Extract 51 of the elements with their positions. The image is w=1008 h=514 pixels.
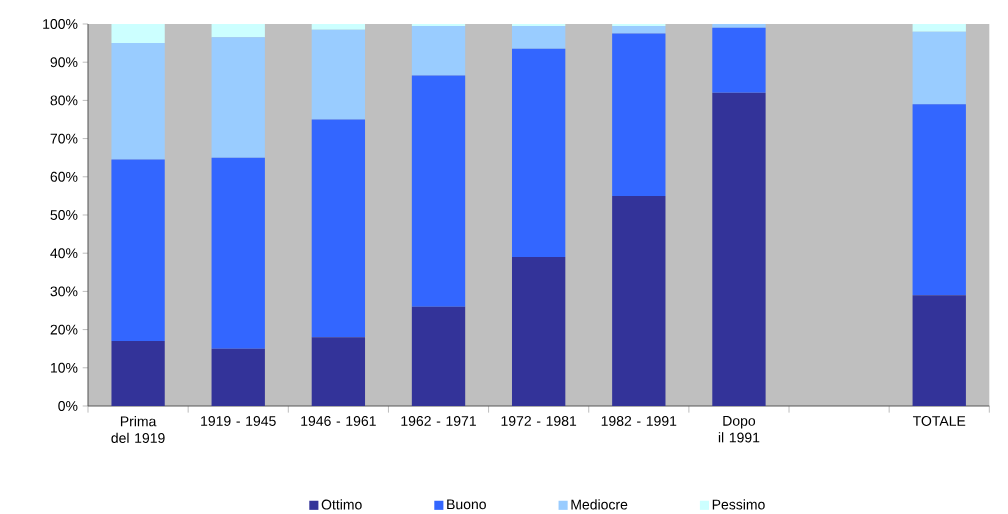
y-tick-label: 10% — [51, 362, 78, 373]
bar — [712, 92, 766, 406]
bar — [111, 24, 165, 44]
bar — [311, 29, 366, 120]
bar — [612, 195, 666, 406]
bar — [912, 24, 966, 32]
x-tick-label: 1962 - 1971 — [401, 416, 476, 426]
bar — [411, 25, 466, 76]
bar — [511, 25, 566, 49]
y-tick-label: 80% — [50, 95, 78, 106]
y-tick-label: 70% — [50, 133, 78, 144]
bar — [211, 37, 265, 158]
bar — [311, 24, 366, 30]
x-tick-label: 1982 - 1991 — [601, 416, 677, 426]
y-tick-label: 60% — [50, 171, 78, 182]
bar — [612, 33, 666, 196]
x-tick-label: TOTALE — [912, 416, 966, 426]
bar — [211, 157, 265, 349]
bar — [712, 27, 766, 93]
y-tick-label: 100% — [43, 19, 78, 29]
x-tick-label: 1919 - 1945 — [201, 416, 276, 426]
bar — [111, 341, 165, 406]
y-tick-label: 40% — [50, 248, 78, 259]
y-tick-label: 50% — [50, 210, 78, 220]
bar — [111, 159, 165, 342]
bar — [111, 43, 165, 160]
y-tick-label: 0% — [58, 401, 78, 411]
bar — [511, 48, 566, 258]
y-tick-label: 30% — [50, 286, 78, 297]
bar — [612, 25, 666, 34]
bar — [211, 24, 265, 38]
x-tick-label: Prima del 1919 — [111, 416, 165, 443]
bar — [311, 119, 366, 338]
y-tick-label: 90% — [50, 57, 78, 68]
bar — [712, 24, 766, 28]
legend-label: Buono — [447, 499, 486, 510]
legend-label: Ottimo — [321, 499, 362, 510]
x-tick-label: Dopo il 1991 — [718, 416, 760, 443]
bar — [912, 295, 966, 406]
bar — [912, 31, 966, 105]
x-tick-label: 1946 - 1961 — [301, 416, 376, 426]
legend-label: Pessimo — [712, 499, 765, 510]
bar — [411, 75, 466, 307]
bar — [511, 257, 566, 406]
bar — [211, 348, 265, 406]
legend-label: Mediocre — [571, 499, 628, 510]
bar — [311, 337, 366, 406]
bar — [411, 306, 466, 406]
x-tick-label: 1972 - 1981 — [501, 416, 577, 426]
bar — [912, 104, 966, 296]
y-tick-label: 20% — [50, 324, 78, 335]
